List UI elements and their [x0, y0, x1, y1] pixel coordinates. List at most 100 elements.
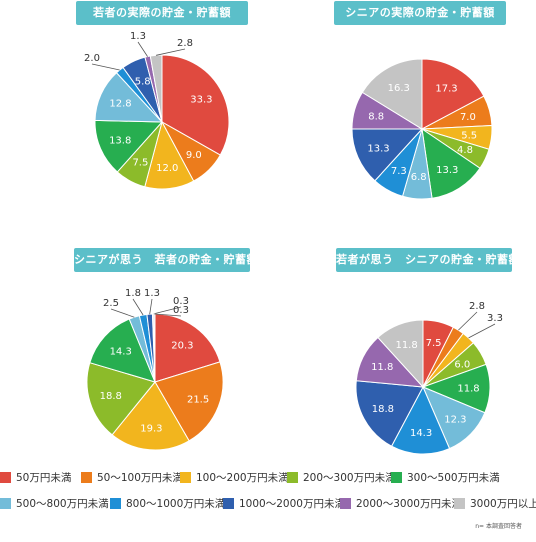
leader-line: [458, 311, 478, 331]
data-label: 4.8: [457, 145, 473, 156]
legend-swatch: [340, 498, 351, 509]
leader-line: [153, 306, 182, 315]
legend-label: 800～1000万円未満: [126, 498, 226, 510]
legend-item: 1000～2000万円未満: [223, 496, 345, 511]
leader-line: [91, 63, 120, 71]
leader-line: [110, 308, 135, 318]
legend-swatch: [0, 472, 11, 483]
legend-item: 50万円未満: [0, 470, 71, 485]
data-label: 18.8: [100, 391, 122, 402]
leader-line: [132, 298, 144, 316]
pie-chart-1: 33.3 9.0 12.0 7.513.8 12.8 2.0 5.8 1.3 2.8: [84, 31, 230, 190]
footnote: n= 本調査回答者: [475, 523, 522, 530]
pie-slice: [89, 318, 156, 383]
pie-slice: [111, 381, 190, 451]
leader-line: [468, 323, 496, 339]
data-label: 11.8: [395, 340, 417, 351]
legend-label: 3000万円以上: [470, 498, 536, 510]
data-label: 1.3: [130, 31, 146, 42]
legend-swatch: [391, 472, 402, 483]
pie-chart-4: 7.52.83.36.011.812.314.318.811.811.8: [355, 301, 503, 455]
legend-swatch: [454, 498, 465, 509]
data-label: 7.0: [460, 112, 476, 123]
data-label: 9.0: [186, 150, 202, 161]
data-label: 17.3: [435, 84, 457, 95]
pie-chart-3: 20.3 21.5 19.3 18.8 14.3 2.5 1.8 1.3 0.30.3: [86, 288, 224, 451]
data-label: 13.8: [109, 136, 131, 147]
legend-item: 50～100万円未満: [81, 470, 183, 485]
pie-slice: [355, 380, 424, 447]
leader-line: [156, 48, 186, 56]
data-label: 2.8: [177, 38, 193, 49]
legend-label: 50～100万円未満: [97, 472, 183, 484]
data-label: 7.3: [391, 166, 407, 177]
legend-item: 500～800万円未満: [0, 496, 109, 511]
data-label: 2.8: [469, 301, 485, 312]
legend-label: 50万円未満: [16, 472, 72, 484]
data-label: 5.5: [461, 130, 477, 141]
legend-label: 300～500万円未満: [407, 472, 500, 484]
legend-swatch: [0, 498, 11, 509]
data-label: 1.3: [144, 288, 160, 299]
pie-slice: [421, 58, 485, 130]
data-label: 1.8: [125, 288, 141, 299]
legend-label: 500～800万円未満: [16, 498, 109, 510]
pie-slice: [361, 58, 423, 130]
data-label: 0.3: [173, 305, 189, 316]
legend-item: 200～300万円未満: [287, 470, 396, 485]
chart-title-2: シニアの実際の貯金・貯蓄額: [334, 1, 506, 25]
data-label: 14.3: [110, 347, 132, 358]
legend-label: 1000～2000万円未満: [239, 498, 345, 510]
pie-slice: [421, 127, 481, 199]
chart-title-4: 若者が思う シニアの貯金・貯蓄額: [336, 248, 520, 272]
data-label: 2.0: [84, 53, 100, 64]
pie-slice: [390, 385, 451, 455]
legend-label: 100～200万円未満: [196, 472, 289, 484]
data-label: 11.8: [371, 362, 393, 373]
data-label: 13.3: [436, 165, 458, 176]
data-label: 5.8: [135, 76, 151, 87]
data-label: 11.8: [457, 384, 479, 395]
data-label: 12.0: [156, 163, 178, 174]
legend-swatch: [81, 472, 92, 483]
chart-title-3: シニアが思う 若者の貯金・貯蓄額: [74, 248, 258, 272]
legend-item: 800～1000万円未満: [110, 496, 225, 511]
data-label: 13.3: [367, 144, 389, 155]
pie-slice: [86, 362, 156, 436]
legend-swatch: [110, 498, 121, 509]
pie-slice: [377, 319, 424, 389]
pie-chart-2: 17.37.05.54.813.36.87.313.38.816.3: [351, 58, 493, 200]
legend-label: 200～300万円未満: [303, 472, 396, 484]
data-label: 12.3: [444, 415, 466, 426]
data-label: 21.5: [187, 394, 209, 405]
legend-item: 3000万円以上: [454, 496, 536, 511]
legend-swatch: [223, 498, 234, 509]
legend-swatch: [287, 472, 298, 483]
legend-label: 2000～3000万円未満: [356, 498, 462, 510]
legend-item: 300～500万円未満: [391, 470, 500, 485]
data-label: 7.5: [426, 338, 442, 349]
pie-slice: [161, 54, 230, 156]
leader-line: [137, 41, 148, 57]
leader-line: [154, 313, 182, 317]
pie-slice: [154, 361, 224, 442]
data-label: 6.0: [454, 359, 470, 370]
legend-item: 100～200万円未満: [180, 470, 289, 485]
pie-slice: [94, 119, 164, 173]
data-label: 3.3: [487, 313, 503, 324]
data-label: 19.3: [140, 424, 162, 435]
data-label: 6.8: [411, 172, 427, 183]
data-label: 16.3: [388, 83, 410, 94]
legend-item: 2000～3000万円未満: [340, 496, 462, 511]
data-label: 7.5: [132, 158, 148, 169]
data-label: 2.5: [103, 298, 119, 309]
data-label: 20.3: [171, 340, 193, 351]
data-label: 33.3: [190, 95, 212, 106]
data-label: 8.8: [368, 112, 384, 123]
data-label: 18.8: [372, 404, 394, 415]
legend-swatch: [180, 472, 191, 483]
data-label: 12.8: [109, 99, 131, 110]
data-label: 0.3: [173, 296, 189, 307]
pie-slice: [351, 128, 424, 182]
leader-line: [149, 298, 153, 315]
